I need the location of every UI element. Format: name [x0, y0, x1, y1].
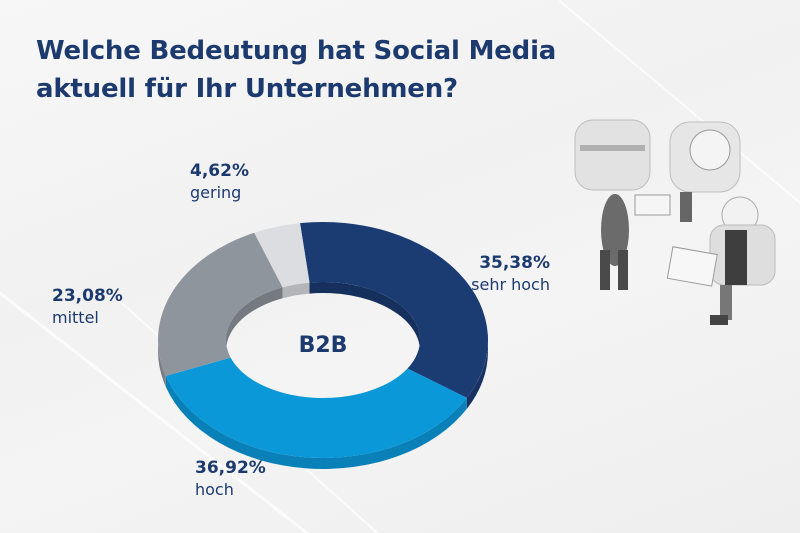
worker-middle	[669, 121, 741, 222]
donut-slices	[158, 222, 489, 459]
donut-inner-wall-gering	[282, 282, 310, 299]
slice-value-mittel: 23,08%	[52, 286, 123, 306]
chart-title: Welche Bedeutung hat Social Media aktuel…	[36, 32, 556, 108]
donut-slice-gering	[254, 223, 310, 288]
slice-name-gering: gering	[190, 183, 242, 202]
donut-slice-hoch	[165, 357, 467, 459]
center-label: B2B	[299, 333, 348, 358]
slice-name-hoch: hoch	[195, 480, 234, 499]
slice-label-hoch: 36,92% hoch	[195, 457, 266, 501]
donut-slice-mittel	[158, 232, 283, 376]
slice-value-gering: 4,62%	[190, 161, 249, 181]
donut-3d-sides	[158, 281, 488, 470]
donut-outer-wall-sehr-hoch	[466, 340, 488, 409]
title-line-1: Welche Bedeutung hat Social Media	[36, 36, 557, 66]
donut-inner-wall-mittel	[226, 287, 283, 351]
slice-name-sehr-hoch: sehr hoch	[471, 275, 550, 294]
slice-value-hoch: 36,92%	[195, 458, 266, 478]
slice-label-mittel: 23,08% mittel	[52, 285, 123, 329]
construction-workers-photo	[574, 119, 776, 325]
donut-outer-wall-mittel	[158, 340, 166, 387]
slice-label-sehr-hoch: 35,38% sehr hoch	[455, 252, 550, 296]
slice-name-mittel: mittel	[52, 308, 99, 327]
donut-slice-sehr-hoch	[300, 222, 489, 398]
slice-label-gering: 4,62% gering	[190, 160, 249, 204]
worker-right	[666, 196, 776, 325]
worker-left	[574, 119, 671, 290]
donut-outer-wall-hoch	[165, 375, 467, 470]
slice-value-sehr-hoch: 35,38%	[479, 253, 550, 273]
donut-inner-wall-sehr-hoch	[309, 281, 420, 351]
title-line-2: aktuell für Ihr Unternehmen?	[36, 74, 458, 104]
